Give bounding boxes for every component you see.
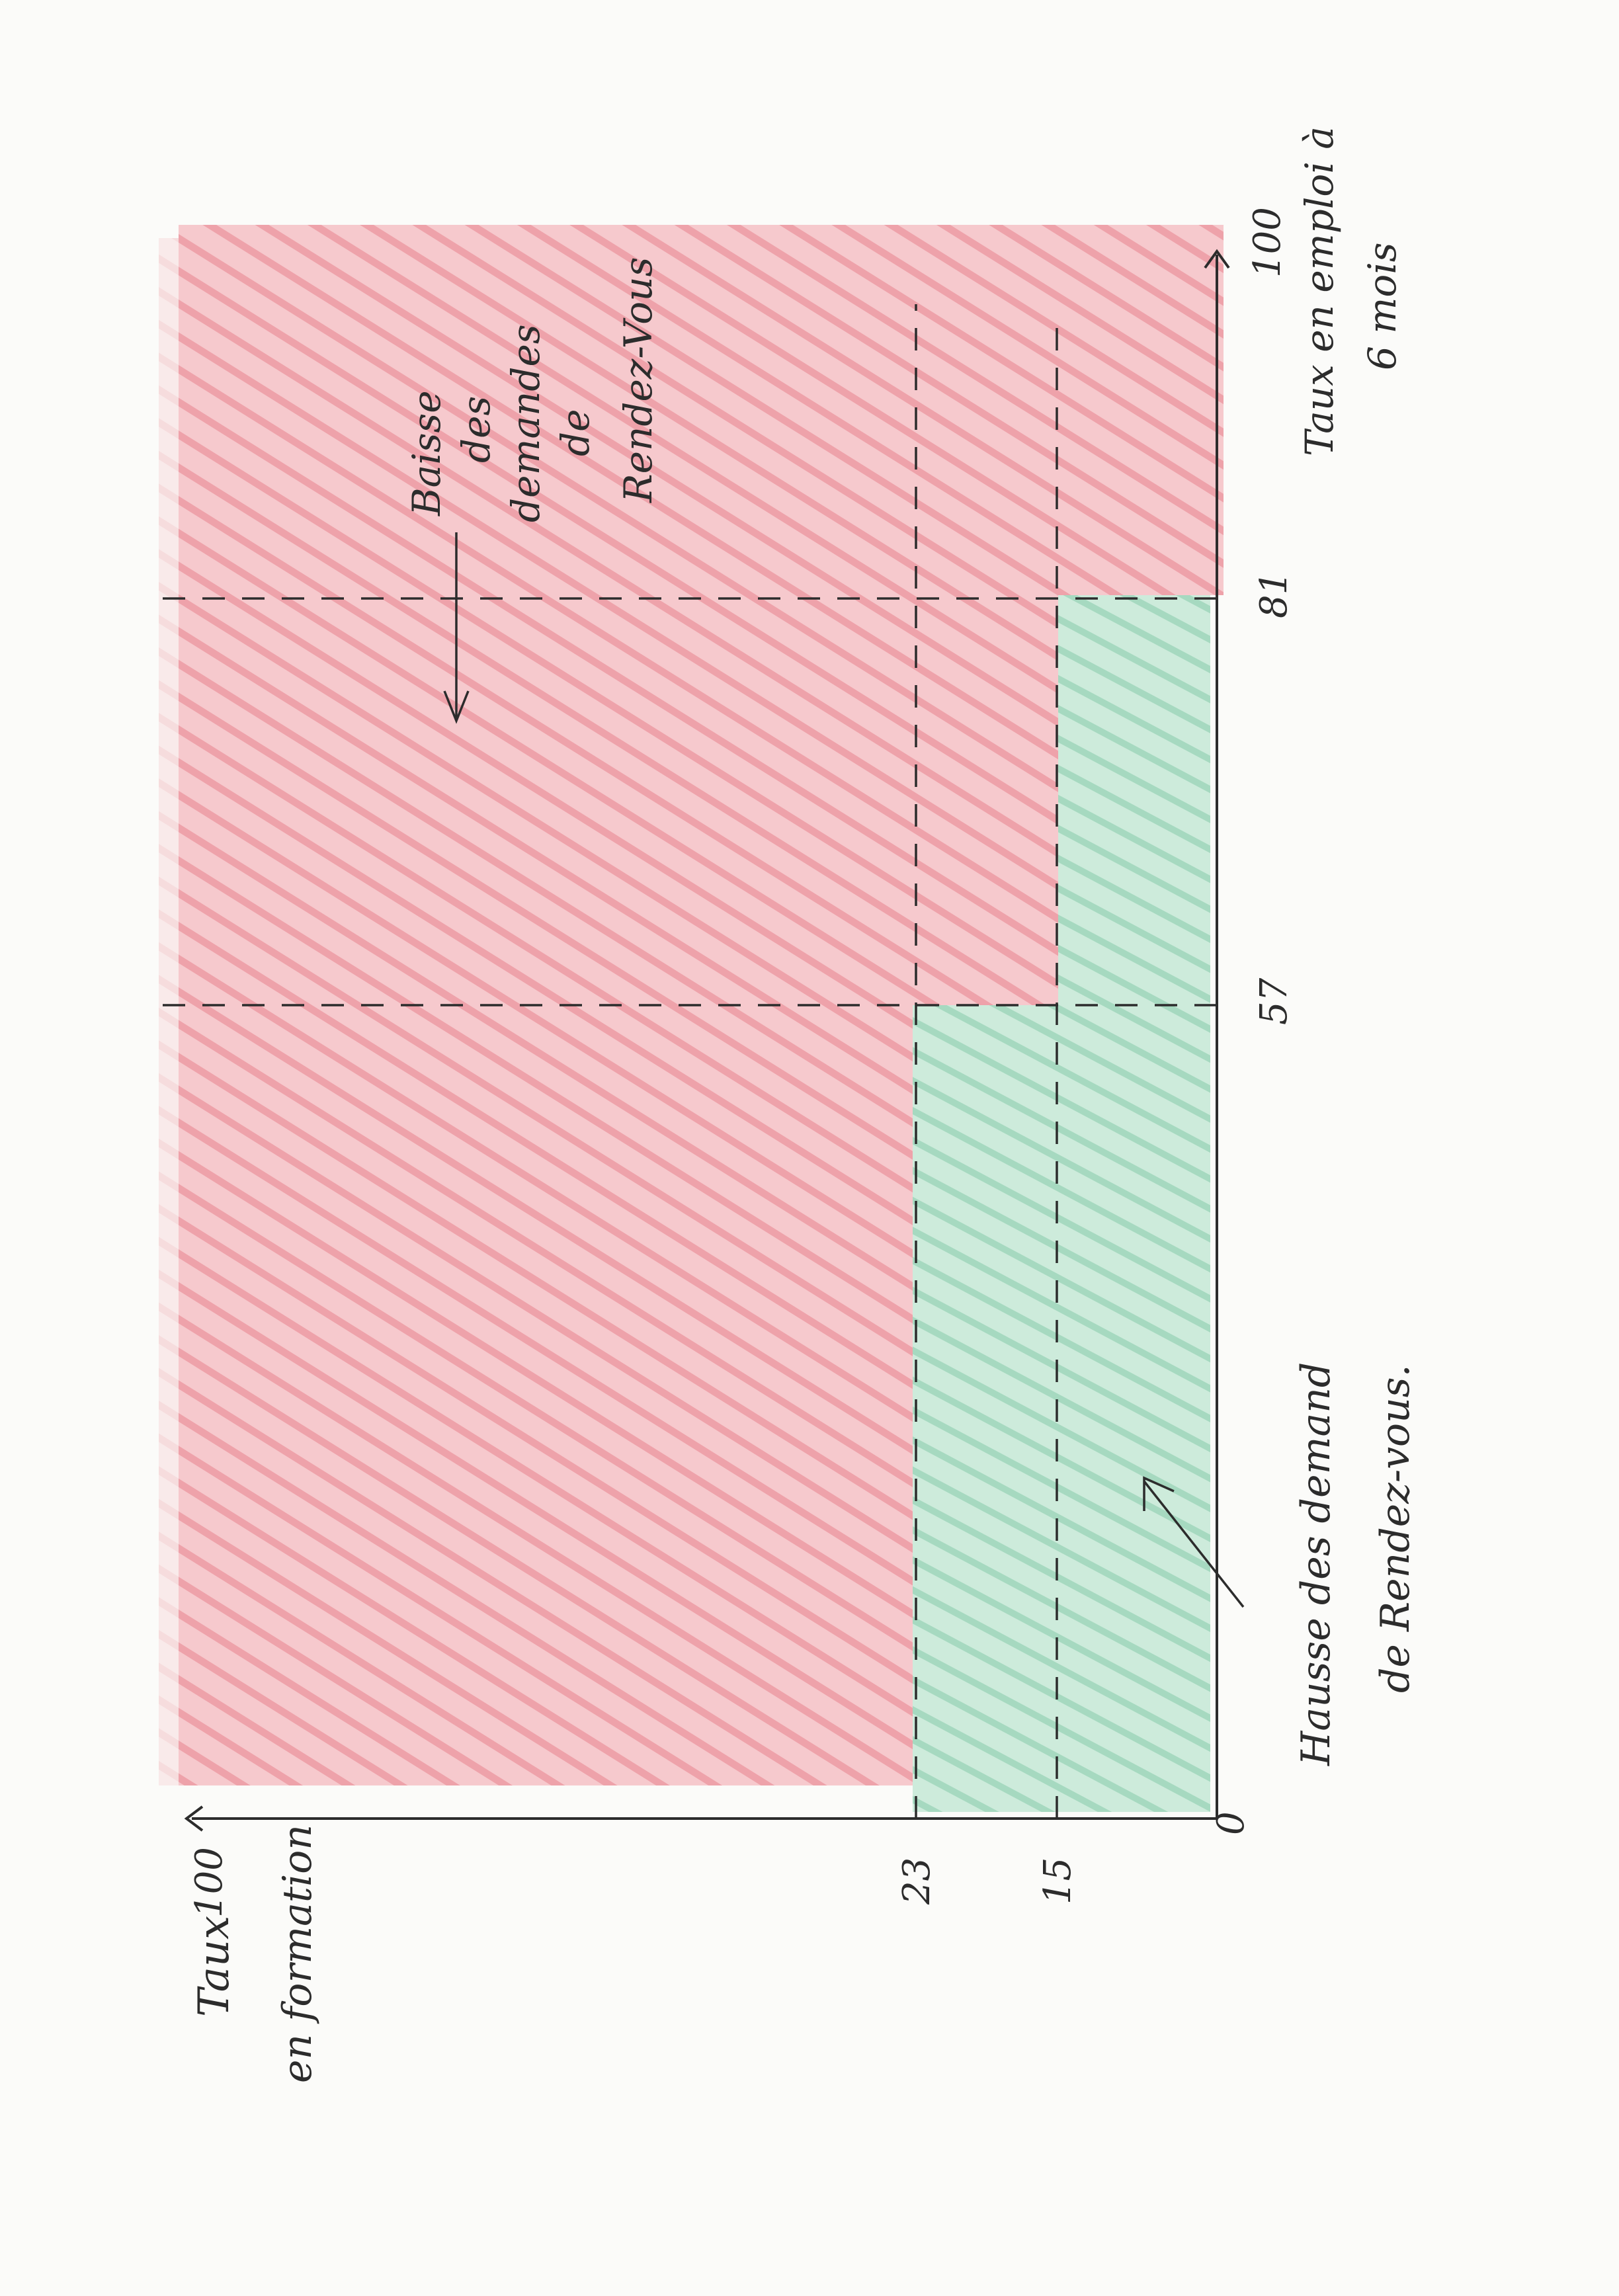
x-tick-81: 81	[1253, 571, 1296, 618]
red-annotation-line5: Rendez-Vous	[616, 257, 661, 503]
x-axis-title-line2: 6 mois	[1360, 242, 1405, 370]
green-zone-annotation: Hausse des demand de Rendez-vous.	[1293, 1362, 1419, 1766]
green-annotation-line1: Hausse des demand	[1293, 1362, 1339, 1766]
x-axis-max-label: 100	[1246, 207, 1289, 278]
y-axis-labels: Taux en formation 100 23 15 0	[188, 1811, 1253, 2083]
guide-lines	[155, 304, 1217, 1819]
red-annotation-line4: de	[553, 409, 598, 456]
green-annotation-line2: de Rendez-vous.	[1372, 1364, 1419, 1693]
red-arrow-head	[443, 690, 470, 724]
x-axis-arrow	[1204, 249, 1230, 269]
red-annotation-line1: Baisse	[404, 390, 449, 516]
red-annotation-line2: des	[454, 396, 499, 463]
green-zone-shading	[913, 595, 1210, 1812]
red-zone-annotation: Baisse des demandes de Rendez-Vous	[404, 257, 661, 522]
y-tick-23: 23	[895, 1858, 938, 1905]
green-arrow-head	[1143, 1476, 1175, 1511]
y-axis-arrow	[184, 1805, 204, 1832]
axes	[184, 249, 1230, 1832]
y-axis-title-line2: en formation	[274, 1824, 321, 2083]
origin-label: 0	[1210, 1811, 1253, 1835]
y-tick-15: 15	[1036, 1858, 1079, 1905]
x-axis-labels: 57 81 100 Taux en emploi à 6 mois	[1246, 126, 1405, 1025]
red-annotation-line3: demandes	[503, 324, 548, 522]
y-axis-title-line1: Taux	[190, 1916, 239, 2017]
x-axis-title-line1: Taux en emploi à	[1297, 126, 1342, 456]
annotation-arrows	[443, 532, 1245, 1608]
green-arrow-line	[1143, 1480, 1245, 1608]
x-tick-57: 57	[1253, 977, 1296, 1025]
y-axis-max-label: 100	[188, 1847, 231, 1918]
